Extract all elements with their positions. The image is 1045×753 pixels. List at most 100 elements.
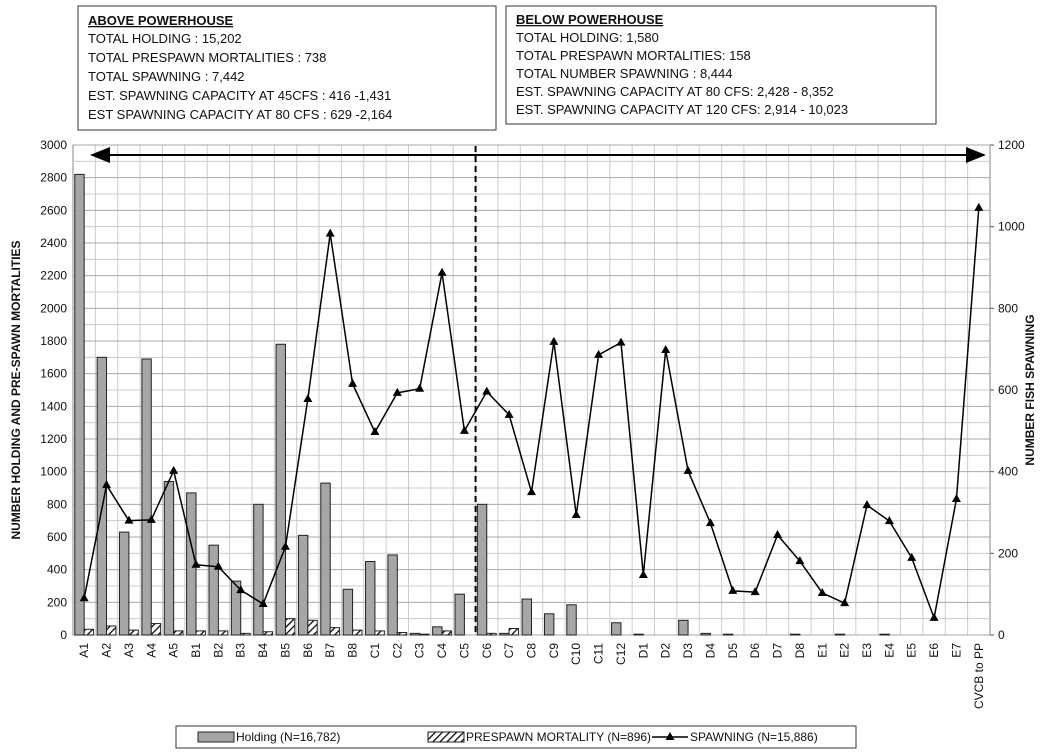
bar xyxy=(253,503,264,636)
x-tick-label: B3 xyxy=(234,643,248,658)
bar xyxy=(128,629,139,636)
bar xyxy=(284,618,296,636)
bar xyxy=(521,598,532,636)
bar xyxy=(476,503,488,636)
point xyxy=(907,552,917,561)
x-tick-label: A2 xyxy=(100,643,114,658)
bar xyxy=(365,561,376,636)
box-line: TOTAL PRESPAWN MORTALITIES: 158 xyxy=(516,48,751,63)
y-tick-label: 800 xyxy=(47,497,67,511)
y-axis-label: NUMBER HOLDING AND PRE-SPAWN MORTALITIES xyxy=(9,240,23,539)
y2-tick-label: 0 xyxy=(998,628,1005,642)
x-tick-label: C11 xyxy=(592,643,606,664)
point xyxy=(102,480,112,489)
bar xyxy=(700,632,711,636)
point xyxy=(974,202,984,211)
box-line: TOTAL NUMBER SPAWNING : 8,444 xyxy=(516,66,732,81)
point xyxy=(527,487,536,496)
y-tick-label: 2200 xyxy=(40,269,67,283)
point xyxy=(303,393,313,402)
bar xyxy=(432,626,443,636)
bar xyxy=(329,627,341,636)
x-tick-label: A1 xyxy=(77,643,91,658)
point xyxy=(661,344,671,353)
box-below: BELOW POWERHOUSE TOTAL HOLDING: 1,580 TO… xyxy=(505,5,937,125)
bar xyxy=(119,531,130,636)
y-tick-label: 2800 xyxy=(40,171,67,185)
point xyxy=(683,465,693,474)
point xyxy=(258,598,268,607)
y-tick-label: 2400 xyxy=(40,236,67,250)
bar xyxy=(106,625,117,636)
bar xyxy=(173,630,184,636)
point xyxy=(146,514,156,523)
bar xyxy=(441,630,452,636)
point xyxy=(638,569,648,578)
x-tick-label: A4 xyxy=(144,643,158,658)
legend-label: Holding (N=16,782) xyxy=(236,730,340,744)
bar xyxy=(454,593,465,636)
x-tick-label: A3 xyxy=(122,643,136,658)
bar xyxy=(611,622,622,636)
x-tick-label: E4 xyxy=(882,643,896,658)
x-tick-label: B4 xyxy=(256,643,270,658)
y2-tick-label: 1000 xyxy=(998,220,1025,234)
bar xyxy=(320,482,331,636)
legend-swatch xyxy=(197,731,235,743)
box-title: BELOW POWERHOUSE xyxy=(516,12,664,27)
x-tick-label: D4 xyxy=(703,643,717,659)
x-tick-label: B8 xyxy=(346,643,360,658)
x-tick-label: B5 xyxy=(278,643,292,658)
bar xyxy=(374,630,385,636)
x-tick-label: D5 xyxy=(726,643,740,659)
y-tick-label: 2600 xyxy=(40,203,67,217)
y-tick-label: 200 xyxy=(47,595,67,609)
x-tick-label: C4 xyxy=(435,643,449,659)
point xyxy=(840,598,850,607)
bar xyxy=(307,619,318,636)
legend-label: PRESPAWN MORTALITY (N=896) xyxy=(466,730,651,744)
bar xyxy=(508,627,520,636)
x-tick-label: D3 xyxy=(681,643,695,659)
x-tick-label: A5 xyxy=(167,643,181,658)
point xyxy=(773,529,783,538)
y-tick-label: 1000 xyxy=(40,465,67,479)
y2-tick-label: 800 xyxy=(998,301,1018,315)
point xyxy=(616,337,626,346)
point xyxy=(482,386,492,395)
bar xyxy=(83,628,95,636)
x-tick-label: C3 xyxy=(413,643,427,659)
point xyxy=(191,559,201,568)
x-tick-label: C1 xyxy=(368,643,382,659)
bar xyxy=(342,588,354,636)
x-tick-label: D1 xyxy=(636,643,650,659)
x-tick-label: C7 xyxy=(502,643,516,659)
y2-tick-label: 600 xyxy=(998,383,1018,397)
x-tick-label: B6 xyxy=(301,643,315,658)
legend-label: SPAWNING (N=15,886) xyxy=(690,730,818,744)
bar xyxy=(150,623,162,636)
x-tick-label: D7 xyxy=(771,643,785,659)
point xyxy=(705,518,715,527)
point xyxy=(728,585,738,594)
point xyxy=(79,593,89,602)
y-tick-label: 0 xyxy=(60,628,67,642)
y2-tick-label: 400 xyxy=(998,465,1018,479)
x-tick-label: D6 xyxy=(748,643,762,659)
bar xyxy=(722,633,734,636)
y2-tick-label: 200 xyxy=(998,546,1018,560)
bar xyxy=(352,629,363,636)
y-tick-label: 1600 xyxy=(40,367,67,381)
point xyxy=(415,383,425,392)
legend-swatch xyxy=(665,732,675,740)
bar xyxy=(262,631,274,636)
x-tick-label: B1 xyxy=(189,643,203,658)
y-tick-label: 1400 xyxy=(40,399,67,413)
bar xyxy=(879,633,890,636)
box-line: TOTAL PRESPAWN MORTALITIES : 738 xyxy=(88,50,326,65)
point xyxy=(124,515,134,524)
point xyxy=(929,612,939,621)
x-tick-label: C5 xyxy=(457,643,471,659)
point xyxy=(370,427,380,436)
